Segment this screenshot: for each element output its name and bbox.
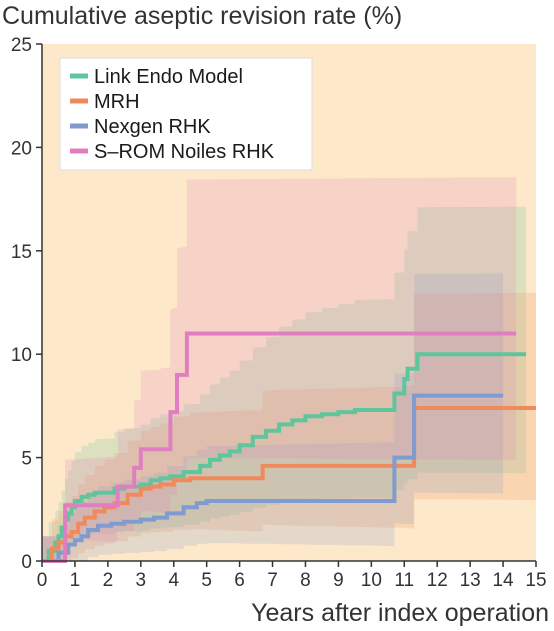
y-tick-label: 20 xyxy=(11,138,32,159)
x-axis-ticks: 0 1 2 3 4 5 6 7 8 9 10 11 12 13 14 15 xyxy=(37,561,547,591)
x-tick-label: 0 xyxy=(37,570,48,591)
x-tick-label: 4 xyxy=(168,570,179,591)
x-tick-label: 12 xyxy=(427,570,448,591)
x-tick-label: 7 xyxy=(267,570,278,591)
x-tick-label: 13 xyxy=(460,570,481,591)
y-tick-label: 5 xyxy=(21,449,32,470)
x-tick-label: 14 xyxy=(492,570,514,591)
x-tick-label: 6 xyxy=(234,570,245,591)
x-tick-label: 2 xyxy=(103,570,114,591)
x-tick-label: 5 xyxy=(201,570,212,591)
series-lines xyxy=(42,331,536,563)
y-tick-label: 15 xyxy=(11,242,32,263)
series-line-3 xyxy=(42,393,504,563)
legend-entry: MRH xyxy=(94,91,140,113)
x-tick-label: 15 xyxy=(525,570,546,591)
y-tick-label: 25 xyxy=(11,35,32,56)
y-tick-label: 10 xyxy=(11,345,32,366)
y-axis-ticks: 0 5 10 15 20 25 xyxy=(11,35,42,573)
x-tick-label: 10 xyxy=(361,570,382,591)
x-tick-label: 3 xyxy=(136,570,147,591)
x-tick-label: 9 xyxy=(333,570,344,591)
x-tick-label: 8 xyxy=(300,570,311,591)
legend-box xyxy=(59,57,313,171)
series-line-2 xyxy=(42,406,536,563)
confidence-band-3 xyxy=(42,272,504,561)
legend-entry: Link Endo Model xyxy=(94,66,243,88)
x-tick-label: 1 xyxy=(70,570,81,591)
y-tick-label: 0 xyxy=(21,552,32,573)
legend: Link Endo Model MRH Nexgen RHK S–ROM Noiles… xyxy=(59,57,313,171)
confidence-band-2 xyxy=(42,292,536,561)
confidence-band-4 xyxy=(42,174,517,561)
series-line-1 xyxy=(42,352,527,563)
series-line-4 xyxy=(42,331,517,563)
confidence-band-1 xyxy=(42,206,527,561)
y-axis-title: Cumulative aseptic revision rate (%) xyxy=(2,2,402,30)
confidence-bands xyxy=(42,174,536,561)
legend-entry: S–ROM Noiles RHK xyxy=(94,141,275,163)
x-axis-title: Years after index operation xyxy=(251,599,549,627)
legend-entry: Nexgen RHK xyxy=(94,116,211,138)
x-tick-label: 11 xyxy=(394,570,414,591)
